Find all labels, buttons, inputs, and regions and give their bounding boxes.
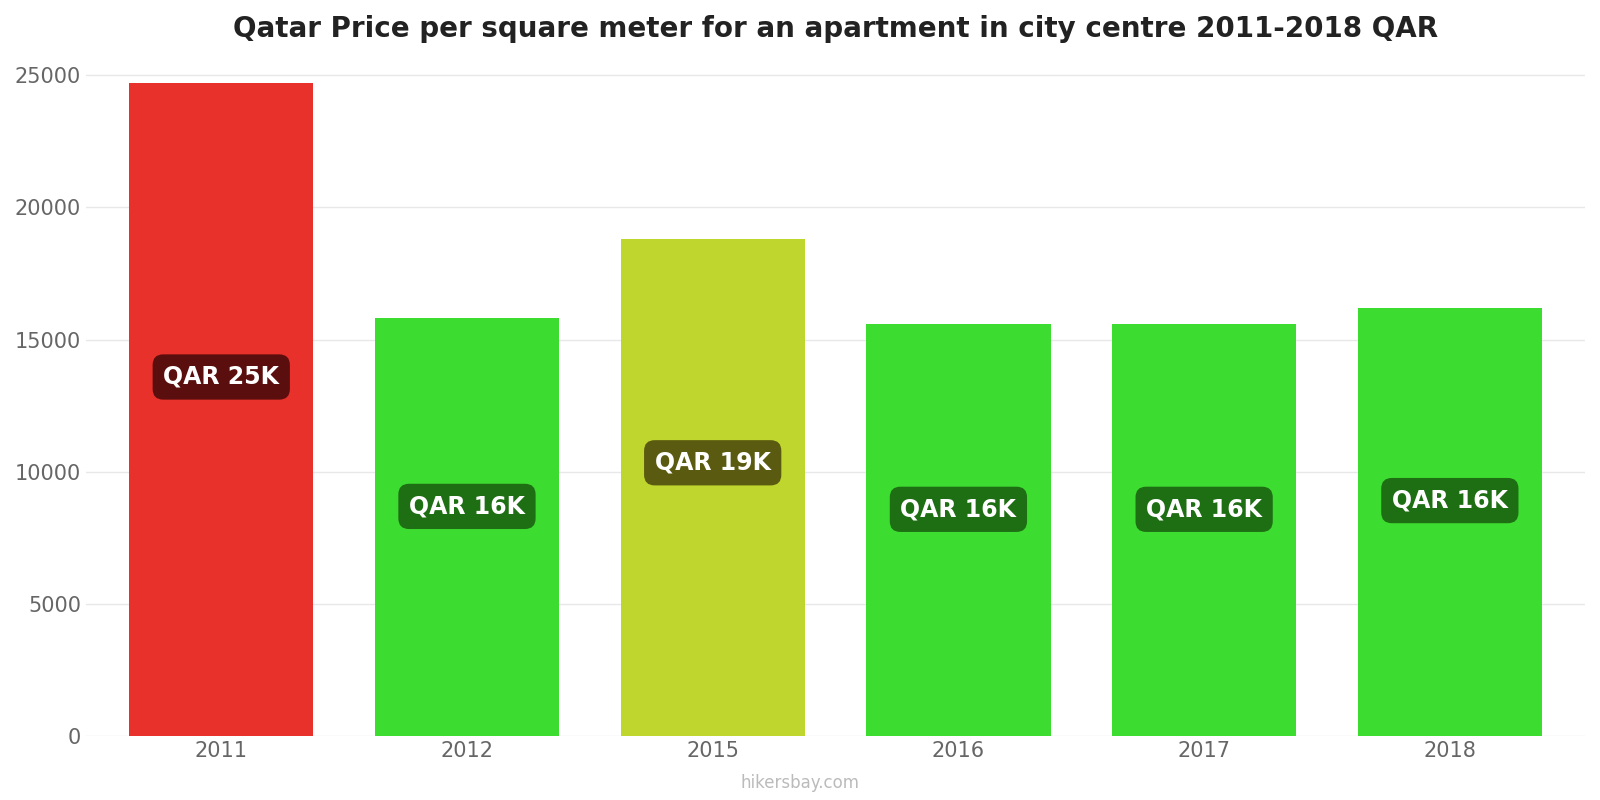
Bar [1112, 324, 1296, 736]
Bar [374, 318, 558, 736]
Text: QAR 25K: QAR 25K [163, 365, 280, 389]
Text: QAR 19K: QAR 19K [654, 450, 771, 474]
Text: QAR 16K: QAR 16K [1146, 498, 1262, 522]
Text: QAR 16K: QAR 16K [410, 494, 525, 518]
Text: hikersbay.com: hikersbay.com [741, 774, 859, 792]
Text: QAR 16K: QAR 16K [901, 498, 1016, 522]
Text: QAR 16K: QAR 16K [1392, 489, 1507, 513]
Bar [866, 324, 1051, 736]
Bar [621, 239, 805, 736]
Bar [130, 83, 314, 736]
Bar [1358, 308, 1542, 736]
Title: Qatar Price per square meter for an apartment in city centre 2011-2018 QAR: Qatar Price per square meter for an apar… [234, 15, 1438, 43]
